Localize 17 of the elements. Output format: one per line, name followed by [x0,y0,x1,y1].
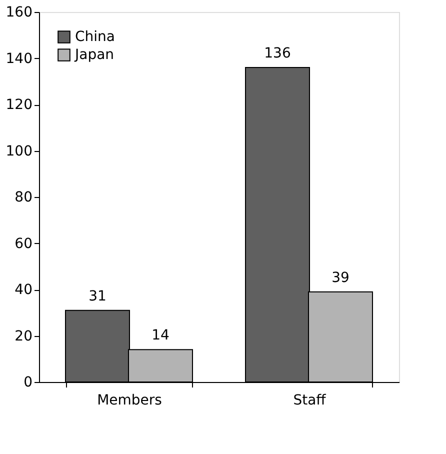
y-tick-label: 0 [24,374,32,390]
legend-label: Japan [74,47,114,63]
x-tick-label: Staff [293,392,326,408]
data-label: 31 [88,288,106,304]
x-tick-label: Members [97,392,162,408]
data-label: 136 [264,46,291,62]
y-tick-label: 160 [6,4,32,20]
y-tick-label: 40 [14,282,32,298]
data-label: 14 [152,328,170,344]
data-label: 39 [332,270,350,286]
y-tick-label: 140 [6,50,32,67]
y-tick-label: 100 [6,143,32,160]
y-tick-label: 20 [14,328,32,344]
y-tick-label: 120 [6,97,32,113]
legend-label: China [75,29,115,45]
y-tick-label: 80 [14,190,32,206]
y-tick-label: 60 [14,236,32,252]
